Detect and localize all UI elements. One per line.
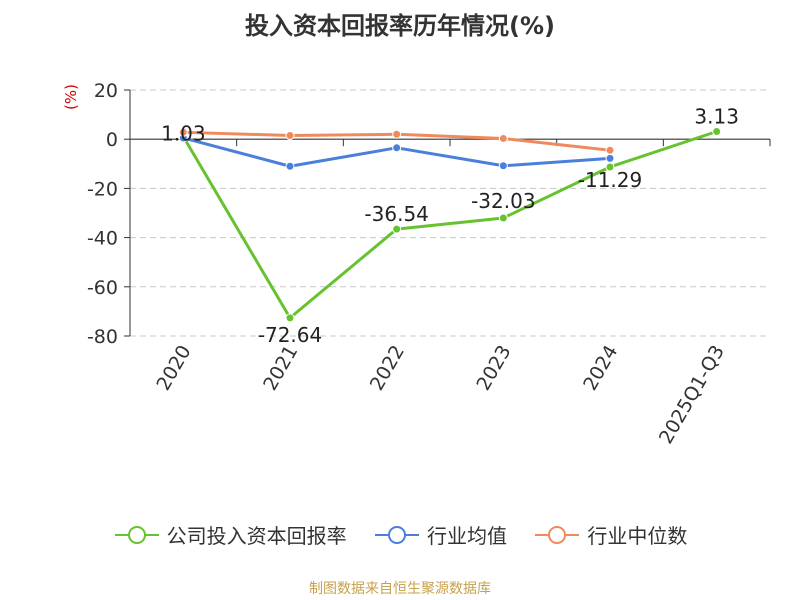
y-tick-label: -80 xyxy=(87,326,118,348)
data-label: -11.29 xyxy=(578,168,642,192)
legend-label-industry-mean: 行业均值 xyxy=(427,524,507,548)
legend-item-company[interactable]: 公司投入资本回报率 xyxy=(113,520,347,549)
data-point xyxy=(498,161,508,171)
legend-marker-green xyxy=(114,525,159,544)
y-tick-label: 20 xyxy=(94,80,118,102)
series-lines xyxy=(178,127,722,323)
source-note: 制图数据来自恒生聚源数据库 xyxy=(309,581,491,597)
data-point xyxy=(605,162,615,172)
x-tick-label: 2025Q1-Q3 xyxy=(655,342,729,448)
y-tick-label: -60 xyxy=(87,277,118,299)
x-tick-label: 2020 xyxy=(152,342,195,395)
data-label: -72.64 xyxy=(258,323,322,347)
data-point xyxy=(392,224,402,234)
grid-lines xyxy=(130,89,770,337)
y-tick-label: 0 xyxy=(106,129,118,151)
data-point xyxy=(605,145,615,155)
data-point xyxy=(712,127,722,137)
data-label: 3.13 xyxy=(694,105,739,129)
data-point xyxy=(392,129,402,139)
chart-title: 投入资本回报率历年情况(%) xyxy=(245,12,555,40)
data-point xyxy=(498,133,508,143)
legend-marker-orange xyxy=(535,525,580,544)
x-tick-label: 2022 xyxy=(366,342,409,395)
axes xyxy=(124,89,771,337)
series-line-0 xyxy=(182,130,718,320)
data-point xyxy=(285,161,295,171)
data-point xyxy=(392,143,402,153)
y-tick-label: -40 xyxy=(87,228,118,250)
legend-label-company: 公司投入资本回报率 xyxy=(166,524,347,548)
x-tick-label: 2021 xyxy=(259,342,302,395)
data-point xyxy=(285,313,295,323)
line-chart: 20 0 -20 -40 -60 -80 2020 2021 2022 2023 2024 2025Q… xyxy=(87,80,771,448)
legend-label-industry-median: 行业中位数 xyxy=(587,524,688,548)
data-label: -36.54 xyxy=(364,202,428,226)
data-labels: 1.03 -72.64 -36.54 -32.03 -11.29 3.13 xyxy=(161,105,739,347)
data-point xyxy=(498,213,508,223)
y-tick-label: -20 xyxy=(87,178,118,200)
legend-marker-blue xyxy=(375,525,419,544)
legend: 公司投入资本回报率 行业均值 行业中位数 xyxy=(0,520,800,550)
legend-item-industry-mean[interactable]: 行业均值 xyxy=(373,520,507,549)
data-point xyxy=(605,153,615,163)
data-label: -32.03 xyxy=(471,189,535,213)
legend-item-industry-median[interactable]: 行业中位数 xyxy=(533,520,687,549)
x-tick-label: 2023 xyxy=(472,342,515,395)
data-label: 1.03 xyxy=(161,122,206,146)
data-point xyxy=(178,127,188,137)
data-point xyxy=(285,131,295,141)
x-tick-label: 2024 xyxy=(579,342,622,395)
